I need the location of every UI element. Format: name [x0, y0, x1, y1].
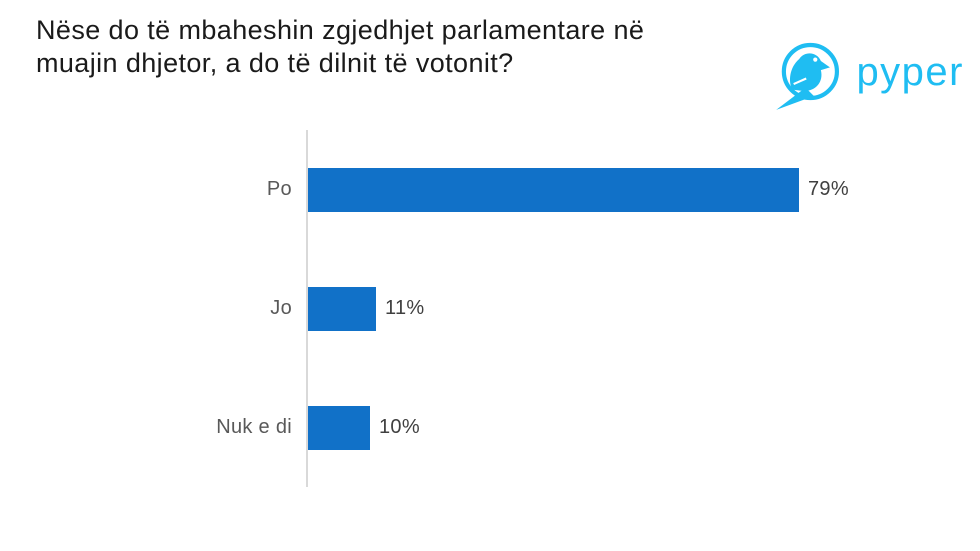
y-axis-line	[306, 130, 308, 487]
chart-row: Jo 11%	[0, 249, 980, 368]
bar	[308, 405, 370, 450]
chart-row: Po 79%	[0, 130, 980, 249]
value-label: 11%	[385, 297, 425, 319]
pyper-bird-icon	[776, 42, 840, 110]
value-label: 79%	[808, 178, 849, 200]
bar-track: 11%	[308, 286, 980, 331]
pyper-logo: pyper	[774, 38, 964, 112]
page-title-line-2: muajin dhjetor, a do të dilnit të votoni…	[36, 48, 514, 78]
pyper-logo-text: pyper	[856, 50, 964, 94]
value-label: 10%	[379, 416, 420, 438]
bar-chart: Po 79% Jo 11% Nuk e di 10%	[0, 130, 980, 487]
page-title: Nëse do të mbaheshin zgjedhjet parlament…	[36, 14, 644, 80]
category-label: Jo	[270, 297, 292, 319]
bar-track: 10%	[308, 405, 980, 450]
bar-track: 79%	[308, 167, 980, 212]
category-label: Po	[266, 178, 292, 200]
category-label: Nuk e di	[216, 416, 292, 438]
bar	[308, 286, 376, 331]
page-title-line-1: Nëse do të mbaheshin zgjedhjet parlament…	[36, 15, 645, 45]
chart-rows: Po 79% Jo 11% Nuk e di 10%	[0, 130, 980, 487]
chart-row: Nuk e di 10%	[0, 368, 980, 487]
bar	[308, 167, 799, 212]
